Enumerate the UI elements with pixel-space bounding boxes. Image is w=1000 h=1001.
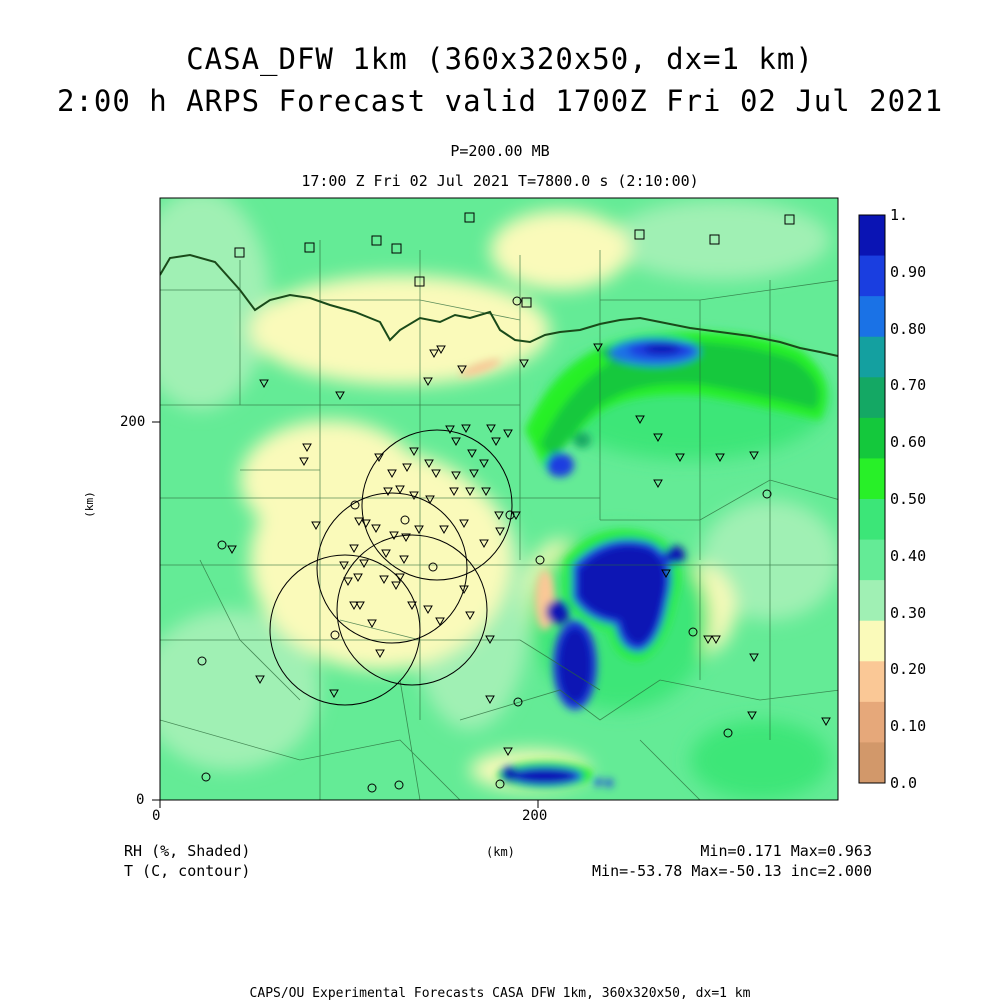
observation-triangles [227,343,831,757]
colorbar-swatch [859,377,885,419]
colorbar-label: 0.50 [890,490,927,508]
y-tick-200: 200 [120,414,146,430]
plot-frame [159,197,839,801]
colorbar [858,214,886,784]
x-tick-0: 0 [152,808,161,824]
colorbar-label: 0.80 [890,319,927,338]
colorbar-swatch [859,742,885,784]
colorbar-swatch [859,296,885,338]
valid-time: 17:00 Z Fri 02 Jul 2021 T=7800.0 s (2:10… [301,172,699,190]
state-boundary [160,253,838,357]
y-tick-0: 0 [136,792,145,808]
colorbar-swatch [859,215,885,257]
colorbar-label: 0.40 [890,546,927,565]
title-line-2: 2:00 h ARPS Forecast valid 1700Z Fri 02 … [56,84,944,118]
colorbar-swatch [859,661,885,703]
colorbar-label: 1. [890,206,909,224]
colorbar-swatch [859,499,885,541]
colorbar-frame [858,214,886,784]
colorbar-swatch [859,417,885,459]
field-contour-label: T (C, contour) [124,862,251,880]
shaded-min-max: Min=0.171 Max=0.963 [700,842,872,860]
x-axis-label: (km) [486,845,515,859]
footer-credit: CAPS/OU Experimental Forecasts CASA DFW … [249,986,751,1001]
colorbar-swatch [859,539,885,581]
contour-min-max: Min=-53.78 Max=-50.13 inc=2.000 [592,862,872,880]
colorbar-swatch [859,458,885,500]
colorbar-swatch [859,580,885,622]
colorbar-label: 0.90 [890,262,927,281]
pressure-level: P=200.00 MB [450,142,550,160]
x-tick-200: 200 [522,808,548,824]
axis-ticks [152,421,539,808]
colorbar-label: 0.60 [890,433,927,452]
station-markers [197,212,795,793]
colorbar-swatch [859,255,885,297]
field-shaded-label: RH (%, Shaded) [124,842,251,860]
county-boundaries [160,240,838,800]
colorbar-label: 0.70 [890,376,927,395]
colorbar-swatch [859,336,885,378]
radar-range-rings [269,429,513,706]
colorbar-label: 0.0 [890,774,918,792]
rh-shading [160,198,838,800]
y-axis-label: (km) [82,491,96,518]
colorbar-label: 0.10 [890,717,927,736]
title-line-1: CASA_DFW 1km (360x320x50, dx=1 km) [186,42,814,76]
colorbar-label: 0.20 [890,660,927,679]
colorbar-swatch [859,620,885,662]
colorbar-swatch [859,701,885,743]
colorbar-label: 0.30 [890,603,927,622]
